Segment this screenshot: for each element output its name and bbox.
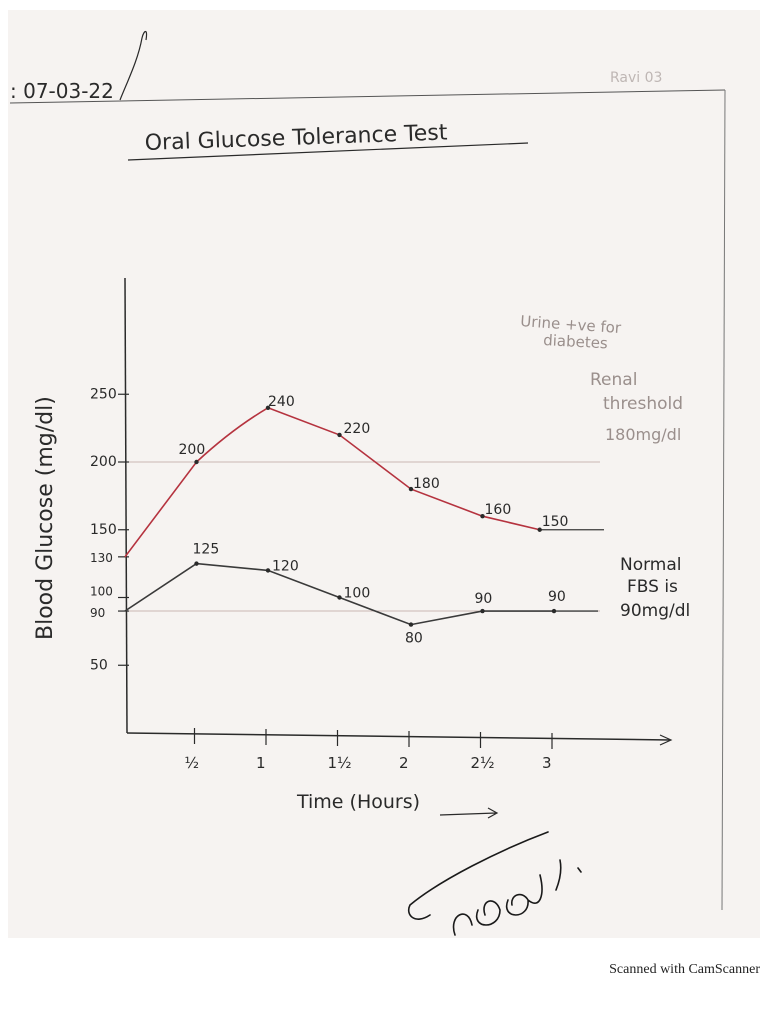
series-0-line [124, 406, 540, 558]
series-1-point-2 [265, 568, 271, 573]
series-1-data-label-3: 100 [344, 586, 371, 602]
y-tick-label-200: 200 [90, 454, 117, 470]
y-tick-label-130: 130 [90, 551, 113, 565]
scanned-page [8, 10, 760, 938]
series-1-point-3 [337, 595, 342, 600]
series-0-data-label-2: 240 [268, 394, 295, 410]
normal-note-line3: 90mg/dl [620, 601, 690, 621]
series-1-point-1 [194, 561, 199, 566]
y-tick-label-150: 150 [90, 522, 117, 538]
series-1-point-4 [408, 622, 414, 627]
signature [408, 831, 582, 936]
series-0-data-label-4: 180 [413, 476, 440, 492]
series-0-data-label-3: 220 [344, 421, 371, 437]
x-tick-label-0: ½ [185, 754, 200, 772]
urine-note-line2: diabetes [543, 331, 609, 352]
series-0-data-label-1: 200 [179, 442, 206, 458]
series-0-point-6 [537, 527, 542, 532]
x-tick-label-4: 2½ [471, 754, 495, 772]
normal-note-line2: FBS is [627, 577, 678, 597]
x-title-arrow [439, 807, 499, 819]
page-date: : 07-03-22 [10, 79, 114, 103]
series-0-point-3 [337, 432, 342, 438]
page-margin-right [721, 89, 726, 911]
faint-header: Ravi 03 [610, 70, 662, 86]
x-tick-label-5: 3 [542, 754, 552, 772]
x-axis-arrow [659, 734, 673, 746]
y-tick-label-100: 100 [90, 585, 113, 599]
series-1-point-6 [551, 608, 557, 614]
pen-stroke [119, 30, 148, 101]
y-tick-label-90: 90 [90, 606, 105, 620]
x-tick-label-3: 2 [399, 754, 409, 772]
series-0-data-label-5: 160 [485, 502, 512, 518]
x-tick-label-2: 1½ [328, 754, 352, 772]
series-1-data-label-1: 125 [193, 542, 220, 558]
series-0-point-1 [194, 459, 199, 465]
x-tick-label-1: 1 [256, 754, 266, 772]
normal-note-line1: Normal [620, 555, 682, 575]
x-axis-title: Time (Hours) [296, 791, 420, 813]
y-tick-label-250: 250 [90, 386, 117, 402]
chart-title: Oral Glucose Tolerance Test [144, 120, 448, 156]
series-0-data-label-6: 150 [542, 514, 569, 530]
y-axis-title: Blood Glucose (mg/dl) [33, 396, 58, 640]
y-axis [124, 277, 128, 734]
title-underline [127, 142, 529, 161]
y-tick-label-50: 50 [90, 657, 108, 673]
series-0-point-4 [408, 486, 414, 492]
x-axis [126, 732, 671, 741]
series-1-data-label-6: 90 [548, 589, 566, 605]
series-1-data-label-4: 80 [405, 631, 423, 647]
page-margin-top [9, 89, 726, 104]
renal-note-line2: threshold [603, 394, 683, 414]
scanner-footer: Scanned with CamScanner [609, 962, 760, 977]
series-1-data-label-5: 90 [475, 591, 493, 607]
renal-note-line1: Renal [590, 370, 637, 390]
series-0-point-2 [265, 405, 271, 410]
series-1-point-5 [480, 608, 485, 614]
series-0-point-5 [480, 514, 485, 519]
series-1-data-label-2: 120 [272, 558, 299, 574]
renal-note-line3: 180mg/dl [605, 425, 681, 444]
